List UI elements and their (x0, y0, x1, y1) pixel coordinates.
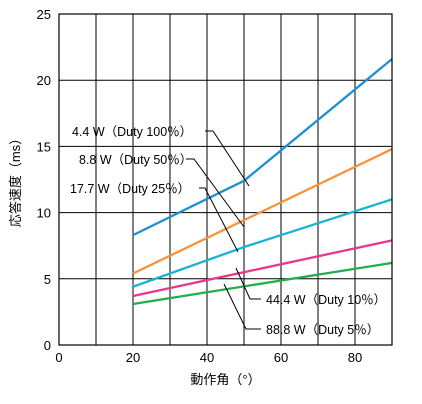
annotation-leader-line (223, 283, 261, 330)
y-tick-label: 10 (37, 206, 51, 221)
y-tick-label: 5 (44, 272, 51, 287)
annotation-leaders (186, 130, 261, 330)
series-lines (132, 58, 393, 306)
series-line (132, 239, 393, 298)
plot-frame (58, 13, 393, 346)
series-annotation-label: 88.8 W（Duty 5％） (266, 323, 379, 337)
annotation-leader-line (235, 267, 261, 300)
tick-labels: 0 20 40 60 80 0 5 10 15 20 25 (37, 7, 363, 365)
series-annotations: 4.4 W（Duty 100％） 8.8 W（Duty 50％） 17.7 W（Du… (70, 125, 386, 337)
x-tick-label: 80 (348, 350, 362, 365)
series-annotation-label: 4.4 W（Duty 100％） (72, 125, 192, 139)
series-annotation-label: 17.7 W（Duty 25％） (70, 182, 190, 196)
annotation-leader-line (199, 187, 239, 253)
x-tick-label: 40 (200, 350, 214, 365)
series-line (132, 198, 393, 288)
x-tick-label: 0 (55, 350, 62, 365)
y-tick-label: 25 (37, 7, 51, 22)
series-annotation-label: 44.4 W（Duty 10％） (266, 293, 386, 307)
x-axis-title: 動作角（°） (190, 372, 260, 387)
series-line (132, 261, 393, 306)
x-tick-label: 20 (126, 350, 140, 365)
annotation-leader-line (205, 130, 250, 187)
y-axis-title: 応答速度（ms） (8, 132, 23, 227)
y-tick-label: 15 (37, 139, 51, 154)
series-line (132, 148, 393, 275)
y-tick-label: 20 (37, 73, 51, 88)
series-annotation-label: 8.8 W（Duty 50％） (79, 153, 192, 167)
annotation-leader-line (186, 158, 245, 228)
series-line (132, 58, 393, 237)
x-tick-label: 60 (274, 350, 288, 365)
y-tick-label: 0 (44, 338, 51, 353)
